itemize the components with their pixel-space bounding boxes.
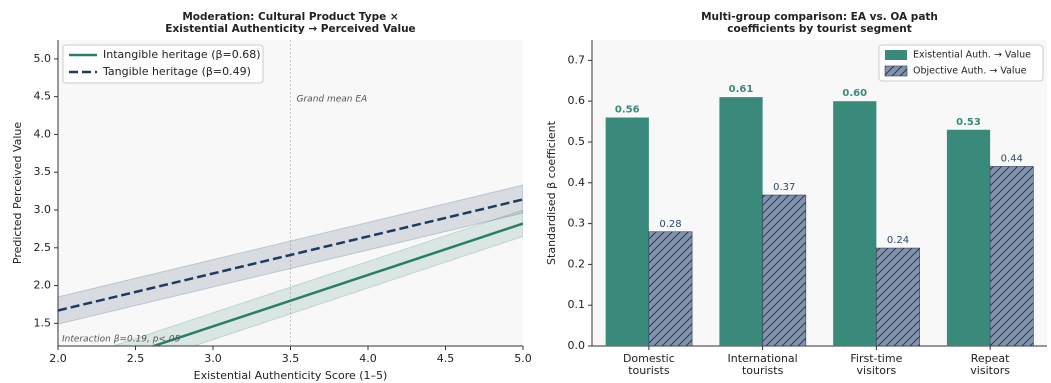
- x-tick-label: International tourists: [727, 352, 798, 377]
- x-tick-label: Repeat visitors: [970, 352, 1010, 377]
- value-label: 0.56: [615, 105, 640, 116]
- y-axis-label: Predicted Perceived Value: [11, 122, 24, 264]
- x-tick-label: 2.0: [49, 352, 67, 365]
- y-tick-label: 2.0: [34, 279, 52, 292]
- y-tick-label: 0.7: [568, 53, 586, 66]
- value-label: 0.53: [956, 117, 981, 128]
- y-tick-label: 3.5: [34, 165, 52, 178]
- bar: [762, 194, 807, 347]
- bar: [876, 247, 920, 347]
- y-tick-label: 5.0: [34, 52, 52, 65]
- chart-title: Multi-group comparison: EA vs. OA path c…: [701, 11, 938, 35]
- y-tick-label: 0.2: [568, 257, 586, 270]
- chart-title: Moderation: Cultural Product Type × Exis…: [165, 11, 416, 35]
- x-axis-label: Existential Authenticity Score (1–5): [194, 369, 388, 382]
- y-tick-label: 0.3: [568, 217, 586, 230]
- y-tick-label: 2.5: [34, 241, 52, 254]
- value-label: 0.37: [773, 182, 795, 193]
- value-label: 0.60: [842, 88, 867, 99]
- y-tick-label: 4.0: [34, 127, 52, 140]
- legend-swatch: [885, 50, 907, 60]
- value-label: 0.44: [1001, 153, 1023, 164]
- value-label: 0.24: [887, 235, 909, 246]
- y-tick-label: 1.5: [34, 316, 52, 329]
- x-tick-label: 4.5: [437, 352, 455, 365]
- legend-swatch: [884, 65, 908, 77]
- line: [149, 222, 523, 346]
- y-tick-label: 4.5: [34, 90, 52, 103]
- bar: [605, 117, 649, 347]
- x-tick-label: 4.0: [359, 352, 377, 365]
- bar: [833, 101, 877, 346]
- legend-label: Objective Auth. → Value: [913, 66, 1027, 77]
- value-label: 0.61: [729, 84, 754, 95]
- x-tick-label: 3.5: [282, 352, 300, 365]
- reference-label: Grand mean EA: [297, 95, 368, 105]
- y-tick-label: 3.0: [34, 203, 52, 216]
- plot-layer: [58, 40, 523, 346]
- legend-label: Intangible heritage (β=0.68): [103, 48, 261, 61]
- bar: [648, 231, 693, 347]
- y-tick-label: 0.5: [568, 135, 586, 148]
- legend-label: Tangible heritage (β=0.49): [102, 65, 251, 78]
- bar: [719, 97, 763, 347]
- legend-label: Existential Auth. → Value: [913, 50, 1031, 61]
- y-tick-label: 0.4: [568, 176, 586, 189]
- x-tick-label: 5.0: [514, 352, 532, 365]
- x-tick-label: First-time visitors: [850, 352, 903, 377]
- y-tick-label: 0.1: [568, 298, 586, 311]
- confidence-band: [111, 209, 523, 346]
- y-axis-label: Standardised β coefficient: [545, 120, 558, 265]
- bar: [989, 166, 1034, 347]
- x-tick-label: 3.0: [204, 352, 222, 365]
- legend-box: [62, 44, 264, 84]
- value-label: 0.28: [659, 219, 681, 230]
- y-tick-label: 0.6: [568, 94, 586, 107]
- x-tick-label: Domestic tourists: [622, 352, 675, 377]
- annotation: Interaction β=0.19, p<.05: [62, 335, 181, 345]
- line: [58, 198, 523, 312]
- bar: [946, 129, 991, 346]
- x-tick-label: 2.5: [127, 352, 145, 365]
- legend-box: [878, 44, 1044, 82]
- y-tick-label: 0.0: [568, 339, 586, 352]
